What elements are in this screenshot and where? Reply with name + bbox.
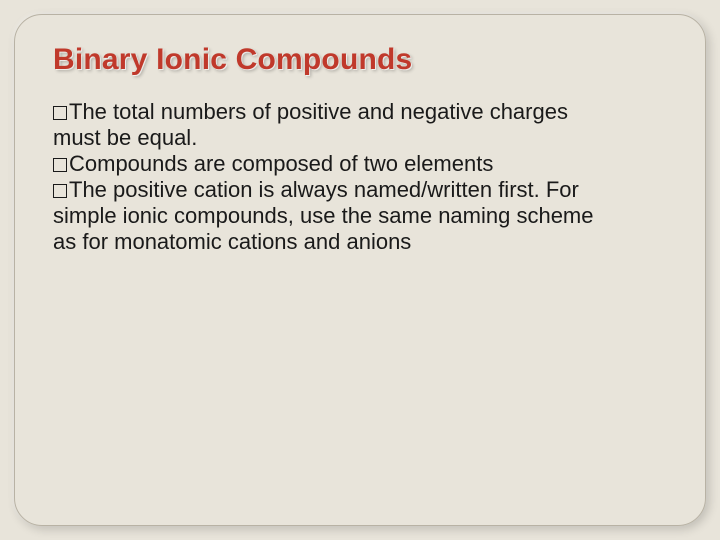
bullet-text: The total numbers of positive and negati… [53, 99, 568, 150]
bullet-marker-icon [53, 184, 67, 198]
bullet-item: Compounds are composed of two elements [53, 151, 613, 177]
bullet-text: The positive cation is always named/writ… [53, 177, 594, 254]
slide-frame: Binary Ionic Compounds The total numbers… [14, 14, 706, 526]
bullet-marker-icon [53, 158, 67, 172]
bullet-text: Compounds are composed of two elements [69, 151, 493, 176]
bullet-item: The total numbers of positive and negati… [53, 99, 613, 151]
bullet-item: The positive cation is always named/writ… [53, 177, 613, 255]
bullet-marker-icon [53, 106, 67, 120]
slide-body: The total numbers of positive and negati… [53, 99, 613, 255]
presentation-slide: Binary Ionic Compounds The total numbers… [0, 0, 720, 540]
slide-title: Binary Ionic Compounds [53, 43, 667, 77]
